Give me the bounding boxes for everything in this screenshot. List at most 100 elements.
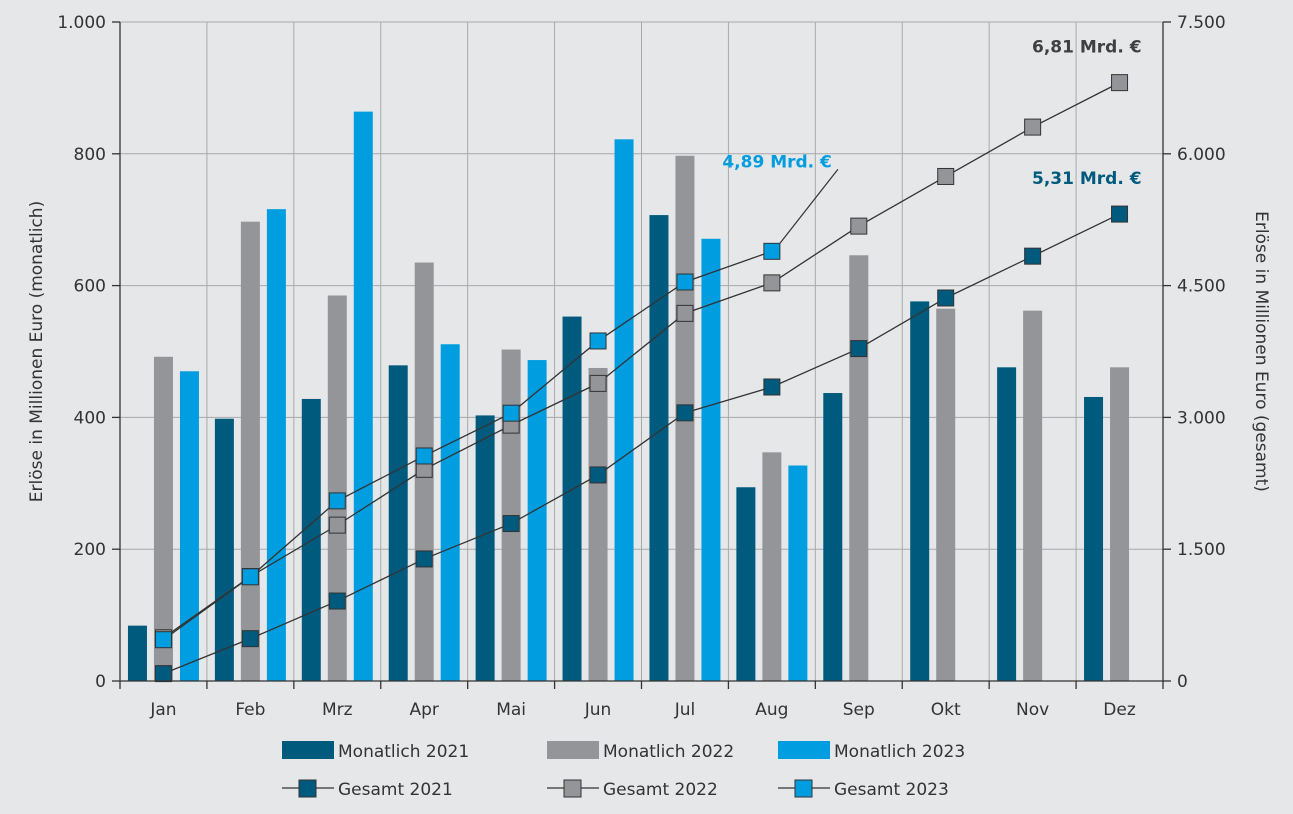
marker-gesamt-2021 (1024, 247, 1042, 265)
bar-monatlich-2022 (240, 221, 260, 681)
line-gesamt-2021 (163, 213, 1120, 675)
legend-label: Gesamt 2023 (834, 780, 949, 800)
bar-monatlich-2022 (936, 308, 956, 681)
marker-gesamt-2022 (676, 304, 694, 322)
bar-monatlich-2023 (701, 238, 721, 681)
marker-gesamt-2021 (850, 340, 868, 358)
y-tick-label-right: 7.500 (1177, 13, 1226, 33)
x-tick-label: Jun (584, 700, 612, 720)
x-tick-label: Apr (409, 700, 438, 720)
x-tick-label: Feb (235, 700, 265, 720)
marker-gesamt-2023 (154, 631, 172, 649)
y-tick-label-right: 6.000 (1177, 145, 1226, 165)
bar-monatlich-2021 (127, 625, 147, 681)
y-tick-label-right: 1.500 (1177, 540, 1226, 560)
bar-monatlich-2022 (588, 367, 608, 681)
bar-monatlich-2021 (475, 415, 495, 681)
marker-gesamt-2022 (328, 516, 346, 534)
y-tick-label-left: 200 (74, 540, 106, 560)
total-lines (154, 74, 1129, 683)
legend-label: Monatlich 2022 (603, 742, 734, 762)
bar-monatlich-2022 (1110, 367, 1130, 681)
y-tick-label-right: 4.500 (1177, 277, 1226, 297)
legend-marker (794, 779, 813, 798)
bar-monatlich-2023 (266, 209, 286, 681)
legend-swatch-bar (547, 741, 599, 759)
bar-monatlich-2021 (214, 418, 234, 681)
bar-monatlich-2022 (1023, 310, 1043, 681)
marker-gesamt-2021 (502, 515, 520, 533)
legend-swatch-bar (778, 741, 830, 759)
marker-gesamt-2023 (763, 242, 781, 260)
line-gesamt-2022 (163, 82, 1120, 639)
annotation-label: 5,31 Mrd. € (1032, 169, 1142, 189)
marker-gesamt-2023 (676, 273, 694, 291)
marker-gesamt-2022 (1024, 118, 1042, 136)
bar-monatlich-2023 (788, 465, 808, 681)
y-tick-label-left: 1.000 (57, 13, 106, 33)
bar-monatlich-2021 (736, 487, 756, 681)
line-gesamt-2023 (163, 250, 773, 641)
bar-monatlich-2023 (179, 371, 199, 681)
x-tick-label: Dez (1103, 700, 1136, 720)
marker-gesamt-2022 (763, 274, 781, 292)
y-tick-label-right: 3.000 (1177, 408, 1226, 428)
x-tick-label: Nov (1016, 700, 1049, 720)
marker-gesamt-2021 (328, 592, 346, 610)
bar-monatlich-2021 (910, 301, 930, 681)
legend-swatch-bar (282, 741, 334, 759)
bar-monatlich-2021 (388, 365, 408, 681)
grid (119, 21, 1164, 682)
marker-gesamt-2023 (589, 332, 607, 350)
x-tick-label: Jan (149, 700, 176, 720)
legend-label: Monatlich 2023 (834, 742, 965, 762)
marker-gesamt-2023 (241, 568, 259, 586)
marker-gesamt-2022 (1111, 74, 1129, 92)
marker-gesamt-2021 (241, 630, 259, 648)
marker-gesamt-2022 (589, 374, 607, 392)
marker-gesamt-2023 (415, 447, 433, 465)
annotations: 6,81 Mrd. € 4,89 Mrd. € 5,31 Mrd. € (722, 38, 1142, 244)
legend-marker (563, 779, 582, 798)
legend-marker (298, 779, 317, 798)
legend-label: Monatlich 2021 (338, 742, 469, 762)
y-tick-label-left: 800 (74, 145, 106, 165)
marker-gesamt-2021 (763, 378, 781, 396)
bar-monatlich-2022 (762, 452, 782, 681)
marker-gesamt-2022 (850, 217, 868, 235)
x-tick-label: Mrz (322, 700, 353, 720)
x-tick-label: Sep (843, 700, 875, 720)
bar-monatlich-2023 (353, 111, 373, 681)
legend-label: Gesamt 2021 (338, 780, 453, 800)
marker-gesamt-2021 (589, 466, 607, 484)
bars (127, 111, 1130, 682)
bar-monatlich-2023 (440, 344, 460, 681)
bar-monatlich-2021 (997, 367, 1017, 681)
bar-monatlich-2021 (562, 316, 582, 681)
marker-gesamt-2021 (415, 550, 433, 568)
bar-monatlich-2022 (327, 295, 347, 681)
x-tick-label: Mai (496, 700, 526, 720)
bar-monatlich-2022 (849, 255, 869, 681)
marker-gesamt-2021 (676, 404, 694, 422)
marker-gesamt-2021 (937, 289, 955, 307)
annotation-label: 4,89 Mrd. € (722, 152, 832, 172)
y-axis-title-right: Erlöse in Millionen Euro (gesamt) (1251, 211, 1271, 492)
annotation-label: 6,81 Mrd. € (1032, 38, 1142, 58)
y-tick-label-left: 400 (74, 408, 106, 428)
marker-gesamt-2023 (502, 404, 520, 422)
bar-monatlich-2022 (153, 356, 173, 681)
y-axis-title-left: Erlöse in Millionen Euro (monatlich) (27, 201, 47, 502)
axes: 0 200 400 600 800 1.000 0 1.500 3.000 4.500 6.000 7… (27, 13, 1271, 720)
legend: Monatlich 2021 Monatlich 2022 Monatlich 20… (282, 741, 965, 800)
bar-monatlich-2021 (823, 393, 843, 681)
marker-gesamt-2021 (154, 665, 172, 683)
bar-monatlich-2021 (649, 215, 669, 681)
marker-gesamt-2023 (328, 492, 346, 510)
legend-label: Gesamt 2022 (603, 780, 718, 800)
annotation-leader (779, 168, 839, 244)
bar-monatlich-2021 (1084, 396, 1104, 681)
x-tick-label: Aug (755, 700, 788, 720)
bar-monatlich-2023 (614, 139, 634, 681)
